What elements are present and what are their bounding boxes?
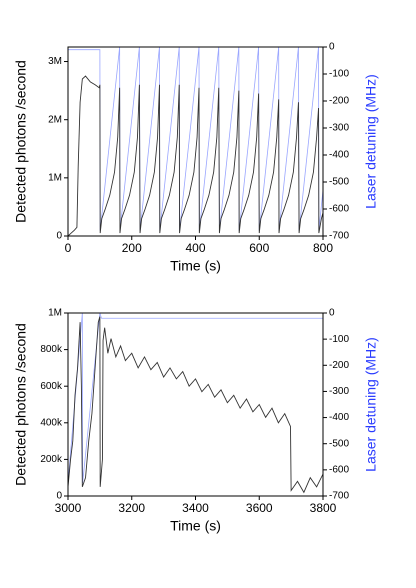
x-tick-label: 3600 [246, 501, 273, 515]
y-tick-label: 600k [40, 381, 63, 392]
x-tick-label: 200 [122, 241, 142, 255]
y-axis-title: Detected photons /second [13, 323, 29, 486]
y2-tick-label: -500 [329, 177, 349, 188]
y2-tick-label: 0 [329, 308, 335, 319]
data-line [68, 313, 323, 483]
x-tick-label: 3200 [118, 501, 145, 515]
x-tick-label: 3400 [182, 501, 209, 515]
x-tick-label: 600 [249, 241, 269, 255]
y2-tick-label: -200 [329, 360, 349, 371]
x-tick-label: 3800 [310, 501, 337, 515]
y2-tick-label: -400 [329, 412, 349, 423]
y2-axis-title: Laser detuning (MHz) [363, 74, 379, 209]
x-tick-label: 3000 [55, 501, 82, 515]
y2-tick-label: -500 [329, 438, 349, 449]
y-tick-label: 1M [48, 172, 62, 183]
y-tick-label: 3M [48, 56, 62, 67]
data-line [68, 47, 323, 231]
y-tick-label: 800k [40, 344, 63, 355]
y2-tick-label: -400 [329, 150, 349, 161]
data-line [68, 316, 323, 494]
y2-tick-label: -300 [329, 386, 349, 397]
y2-tick-label: -100 [329, 69, 349, 80]
x-tick-label: 400 [185, 241, 205, 255]
y2-tick-label: -600 [329, 464, 349, 475]
y2-tick-label: -300 [329, 123, 349, 134]
y2-tick-label: -600 [329, 204, 349, 215]
x-axis-title: Time (s) [170, 518, 221, 534]
y2-tick-label: -700 [329, 491, 349, 502]
y-tick-label: 1M [48, 308, 62, 319]
y-tick-label: 0 [56, 231, 62, 242]
y-tick-label: 2M [48, 114, 62, 125]
data-line [68, 75, 323, 236]
y2-tick-label: 0 [329, 42, 335, 53]
y-tick-label: 400k [40, 417, 63, 428]
x-axis-title: Time (s) [170, 258, 221, 274]
y-tick-label: 0 [56, 491, 62, 502]
y-tick-label: 200k [40, 454, 63, 465]
y2-tick-label: -700 [329, 231, 349, 242]
x-tick-label: 0 [65, 241, 72, 255]
x-tick-label: 800 [313, 241, 333, 255]
y-axis-title: Detected photons /second [13, 60, 29, 223]
y2-tick-label: -200 [329, 96, 349, 107]
y2-tick-label: -100 [329, 334, 349, 345]
y2-axis-title: Laser detuning (MHz) [363, 337, 379, 472]
